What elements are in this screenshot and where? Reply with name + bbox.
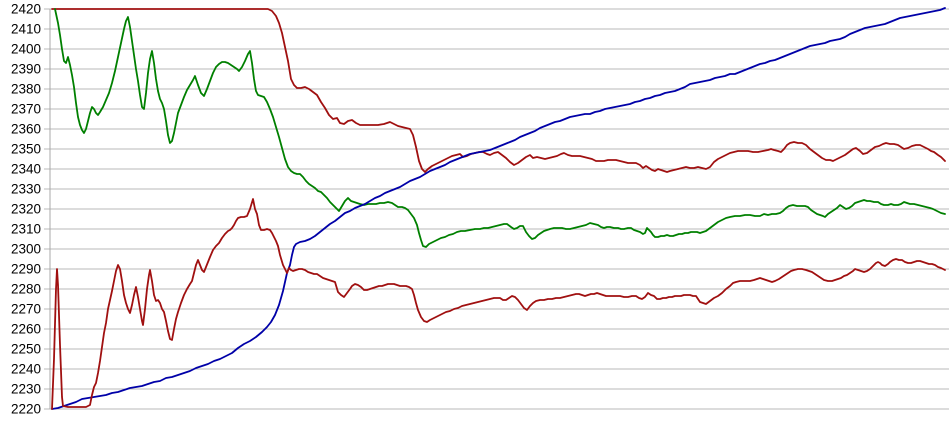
y-axis-label: 2360 — [11, 122, 41, 137]
y-axis-label: 2380 — [11, 82, 41, 97]
y-axis-label: 2240 — [11, 362, 41, 377]
series-green-line — [54, 8, 946, 248]
y-axis-label: 2340 — [11, 162, 41, 177]
series-red-lower-line — [51, 198, 946, 410]
y-axis-label: 2400 — [11, 42, 41, 57]
y-axis-label: 2320 — [11, 202, 41, 217]
y-axis-label: 2300 — [11, 242, 41, 257]
series-red-upper-line — [51, 8, 946, 173]
y-axis-label: 2370 — [11, 102, 41, 117]
y-axis-label: 2250 — [11, 342, 41, 357]
series-blue-line — [51, 7, 946, 410]
y-axis-label: 2220 — [11, 402, 41, 417]
y-axis-label: 2350 — [11, 142, 41, 157]
y-axis-label: 2330 — [11, 182, 41, 197]
y-axis-label: 2390 — [11, 62, 41, 77]
y-axis-label: 2420 — [11, 2, 41, 17]
y-axis-label: 2310 — [11, 222, 41, 237]
y-axis-label: 2260 — [11, 322, 41, 337]
y-axis-label: 2410 — [11, 22, 41, 37]
y-axis-label: 2270 — [11, 302, 41, 317]
y-axis-label: 2230 — [11, 382, 41, 397]
y-axis-label: 2290 — [11, 262, 41, 277]
y-axis-label: 2280 — [11, 282, 41, 297]
